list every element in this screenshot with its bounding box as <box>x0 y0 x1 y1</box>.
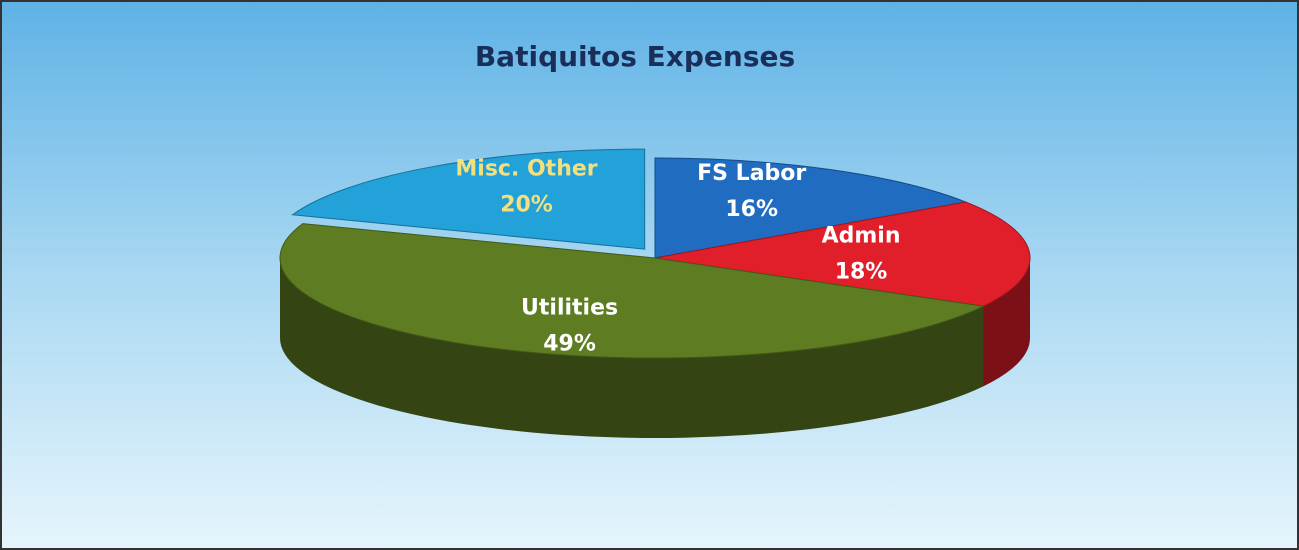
pie-slice <box>279 223 986 359</box>
pie-slice-side <box>280 258 984 438</box>
slice-label: Utilities <box>521 295 618 320</box>
pie-slice-side <box>983 258 1030 387</box>
slice-value-label: 20% <box>500 193 553 218</box>
slice-value-label: 16% <box>725 197 778 222</box>
slice-label: Misc. Other <box>455 157 597 182</box>
slice-value-label: 18% <box>835 260 888 285</box>
pie-slice <box>654 157 968 259</box>
chart-title: Batiquitos Expenses <box>475 40 795 73</box>
slice-label: Admin <box>822 224 901 249</box>
pie-slice <box>291 148 646 250</box>
pie-slice <box>654 201 1031 307</box>
slice-value-label: 49% <box>543 331 596 356</box>
slice-label: FS Labor <box>697 161 806 186</box>
